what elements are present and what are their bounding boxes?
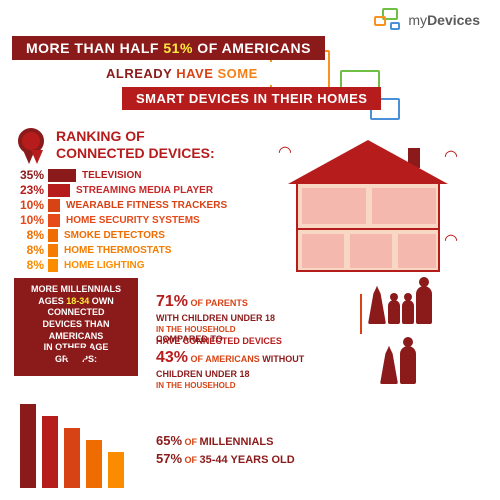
age-bars-chart (20, 388, 124, 488)
wifi-icon (444, 146, 458, 160)
ranking-list: 35%TELEVISION23%STREAMING MEDIA PLAYER10… (14, 168, 227, 273)
bar (86, 440, 102, 488)
bar (42, 416, 58, 488)
bar (20, 404, 36, 488)
ranking-title: RANKING OFCONNECTED DEVICES: (56, 128, 215, 162)
wifi-icon (278, 142, 292, 156)
rank-row: 35%TELEVISION (14, 168, 227, 182)
headline-line1: MORE THAN HALF 51% OF AMERICANS (12, 36, 325, 60)
bar (108, 452, 124, 488)
rank-row: 8%HOME THERMOSTATS (14, 243, 227, 257)
headline: MORE THAN HALF 51% OF AMERICANS ALREADY … (12, 36, 482, 112)
stat-no-children: 43% OF AMERICANS WITHOUT CHILDREN UNDER … (156, 348, 356, 392)
wifi-icon (444, 230, 458, 244)
family-with-children-icon (368, 286, 432, 324)
age-stat-row: 65% OF MILLENNIALS (156, 432, 295, 450)
rank-row: 8%HOME LIGHTING (14, 258, 227, 272)
rank-row: 10%HOME SECURITY SYSTEMS (14, 213, 227, 227)
rank-row: 8%SMOKE DETECTORS (14, 228, 227, 242)
headline-line3: SMART DEVICES IN THEIR HOMES (122, 87, 381, 110)
age-stats-list: 65% OF MILLENNIALS57% OF 35-44 YEARS OLD (156, 432, 295, 469)
rank-row: 10%WEARABLE FITNESS TRACKERS (14, 198, 227, 212)
logo-text: myDevices (408, 12, 480, 28)
house-illustration (268, 140, 468, 280)
couple-icon (380, 346, 416, 384)
connector-line (360, 294, 362, 334)
compared-to-label: COMPARED TO (156, 334, 223, 344)
age-stat-row: 57% OF 35-44 YEARS OLD (156, 450, 295, 468)
bar (64, 428, 80, 488)
rank-row: 23%STREAMING MEDIA PLAYER (14, 183, 227, 197)
down-arrow-icon (60, 348, 92, 370)
logo-icon (374, 8, 404, 32)
brand-logo: myDevices (374, 8, 480, 32)
headline-line2: ALREADY HAVE SOME (92, 62, 272, 85)
ribbon-icon (18, 128, 44, 154)
